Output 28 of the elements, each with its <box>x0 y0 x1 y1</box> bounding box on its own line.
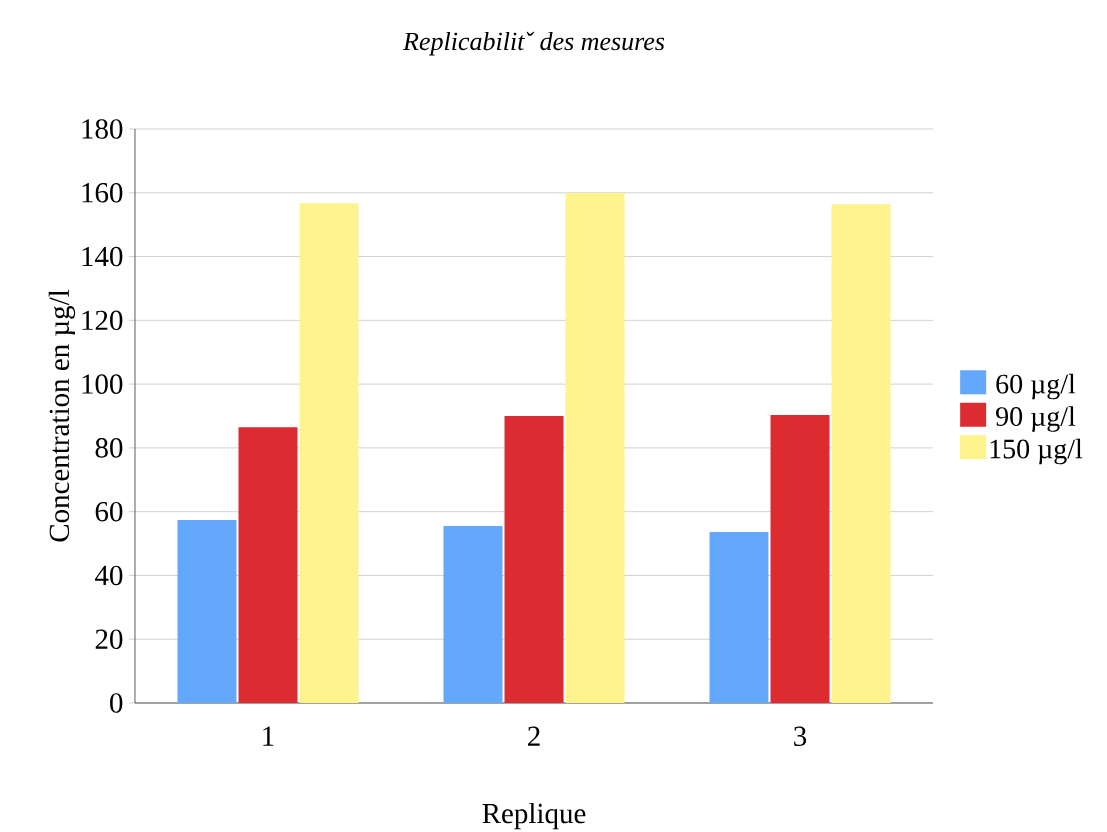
y-tick-label: 60 <box>95 501 123 522</box>
y-tick-label: 180 <box>82 119 123 139</box>
bar <box>238 427 298 703</box>
x-tick-label: 3 <box>794 726 807 747</box>
y-tick-label: 120 <box>82 310 123 331</box>
x-tick-label: 2 <box>528 726 540 746</box>
x-tick-label: 1 <box>263 726 274 746</box>
bar <box>177 519 237 703</box>
bar <box>504 416 564 703</box>
bar <box>709 532 769 703</box>
bar <box>443 526 503 703</box>
x-axis-title: Replique <box>482 802 586 830</box>
bar <box>770 415 830 703</box>
y-tick-label: 140 <box>82 246 123 267</box>
y-tick-label: 80 <box>95 438 123 458</box>
y-tick-label: 40 <box>95 565 123 586</box>
legend-label: 60 µg/l <box>996 373 1076 400</box>
chart-title: Replicabilitˇ des mesures <box>402 31 665 56</box>
y-tick-label: 100 <box>82 374 123 394</box>
y-tick-label: 160 <box>82 182 123 203</box>
legend-label: 90 µg/l <box>996 406 1076 432</box>
bar <box>831 204 891 703</box>
legend-label: 150 µg/l <box>990 438 1083 465</box>
bar <box>565 193 625 703</box>
y-tick-label: 0 <box>110 693 123 713</box>
y-axis-title: Concentration en µg/l <box>48 289 76 542</box>
y-tick-label: 20 <box>95 629 123 650</box>
bar <box>299 203 359 703</box>
